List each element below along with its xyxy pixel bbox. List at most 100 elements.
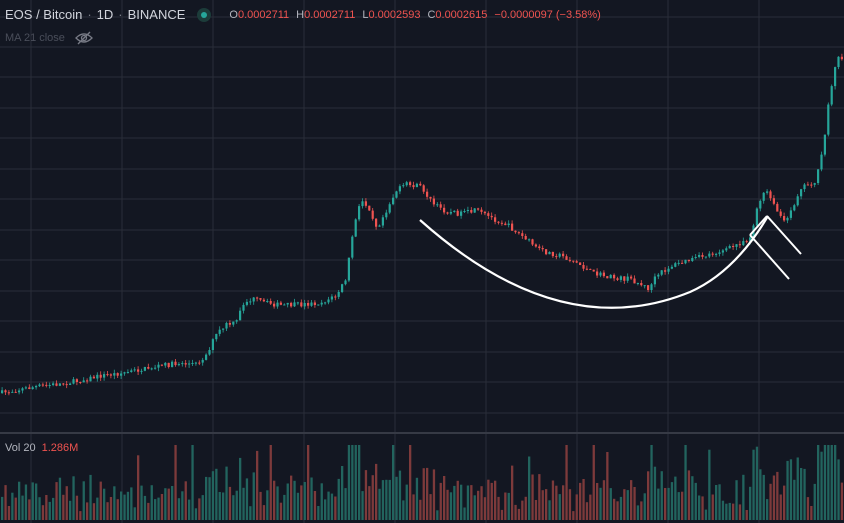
candle-body (72, 379, 75, 384)
volume-bar (307, 445, 310, 520)
candle-body (813, 183, 816, 185)
volume-bar (184, 481, 187, 520)
candle-body (385, 212, 388, 218)
eye-off-icon[interactable] (75, 31, 93, 45)
volume-bar (14, 497, 17, 520)
volume-bar (755, 446, 759, 520)
volume-bar (283, 494, 286, 520)
volume-bar (827, 445, 830, 520)
candle-body (147, 367, 150, 369)
candle-body (194, 362, 197, 364)
volume-bar (694, 482, 697, 520)
volume-bar (698, 495, 701, 520)
volume-bar (456, 480, 459, 520)
trendline-drawings[interactable] (419, 215, 802, 309)
volume-bar (820, 451, 823, 520)
volume-bar (344, 488, 347, 520)
volume-bar (545, 489, 548, 520)
flag-lower-line[interactable] (749, 215, 768, 236)
volume-bar (572, 511, 575, 520)
candle-body (405, 182, 408, 186)
flag-upper-line[interactable] (766, 215, 802, 255)
indicator-legend[interactable]: MA 21 close (5, 31, 93, 45)
candle-body (565, 256, 568, 260)
volume-bar (531, 474, 534, 520)
volume-bar (378, 488, 381, 520)
candle-body (392, 197, 395, 205)
candle-body (58, 383, 61, 386)
volume-bar (55, 482, 58, 520)
candle-body (55, 383, 58, 386)
volume-bar (568, 489, 572, 520)
candle-body (721, 250, 724, 253)
candle-body (772, 198, 775, 204)
symbol-title[interactable]: EOS / Bitcoin · 1D · BINANCE (5, 7, 186, 22)
cup-curve-drawing[interactable] (419, 215, 769, 309)
volume-bar (772, 475, 776, 520)
candle-body (497, 221, 500, 223)
volume-bar (803, 468, 806, 520)
volume-bar (89, 474, 92, 520)
volume-bar (96, 497, 99, 520)
candle-body (558, 253, 561, 257)
close-value: 0.0002615 (435, 8, 488, 21)
volume-bar (137, 455, 140, 520)
volume-bar (174, 445, 177, 520)
candle-body (684, 259, 687, 264)
candle-body (507, 223, 510, 225)
candle-body (232, 321, 235, 325)
volume-bar (823, 445, 827, 520)
volume-bar (426, 467, 429, 520)
volume-bar (687, 470, 691, 520)
volume-bar (432, 469, 436, 520)
candle-body (664, 270, 667, 272)
volume-bar (106, 502, 109, 520)
candle-body (375, 218, 378, 227)
volume-bar (463, 507, 466, 520)
volume-bar (708, 449, 711, 520)
candle-body (256, 297, 259, 299)
volume-bar (762, 474, 765, 520)
candle-body (344, 280, 347, 285)
candle-body (630, 276, 633, 279)
candle-body (562, 253, 565, 257)
volume-bar (630, 480, 633, 520)
candle-body (653, 276, 656, 285)
volume-bar (31, 482, 34, 520)
candle-body (592, 269, 595, 272)
candle-body (276, 302, 279, 307)
volume-bar (517, 508, 521, 520)
volume-bar (324, 499, 327, 520)
volume-bar (113, 486, 116, 520)
volume-bar (711, 494, 714, 520)
candle-body (160, 364, 163, 366)
candle-body (755, 208, 758, 226)
volume-bar (507, 492, 510, 520)
volume-bar (715, 485, 718, 520)
candle-body (728, 246, 731, 249)
volume-bar (732, 503, 735, 520)
candle-body (41, 384, 44, 386)
market-status-icon[interactable] (197, 7, 212, 22)
candle-body (606, 276, 609, 279)
candle-body (422, 185, 425, 192)
candle-body (171, 361, 174, 368)
candle-body (738, 244, 741, 246)
candle-body (783, 216, 786, 221)
candle-body (279, 302, 282, 305)
volume-bar (657, 488, 660, 520)
candle-body (164, 362, 167, 366)
candle-body (470, 210, 473, 213)
volume-bar (140, 485, 143, 520)
volume-legend[interactable]: Vol 20 1.286M (5, 442, 78, 454)
candle-body (65, 384, 68, 386)
candle-body (551, 252, 554, 257)
flag-pole-line[interactable] (749, 234, 790, 280)
volume-bar (745, 510, 748, 520)
candle-body (191, 363, 194, 364)
candle-body (460, 211, 463, 216)
volume-bar (21, 495, 24, 520)
candle-body (225, 323, 228, 329)
candle-body (575, 261, 578, 263)
